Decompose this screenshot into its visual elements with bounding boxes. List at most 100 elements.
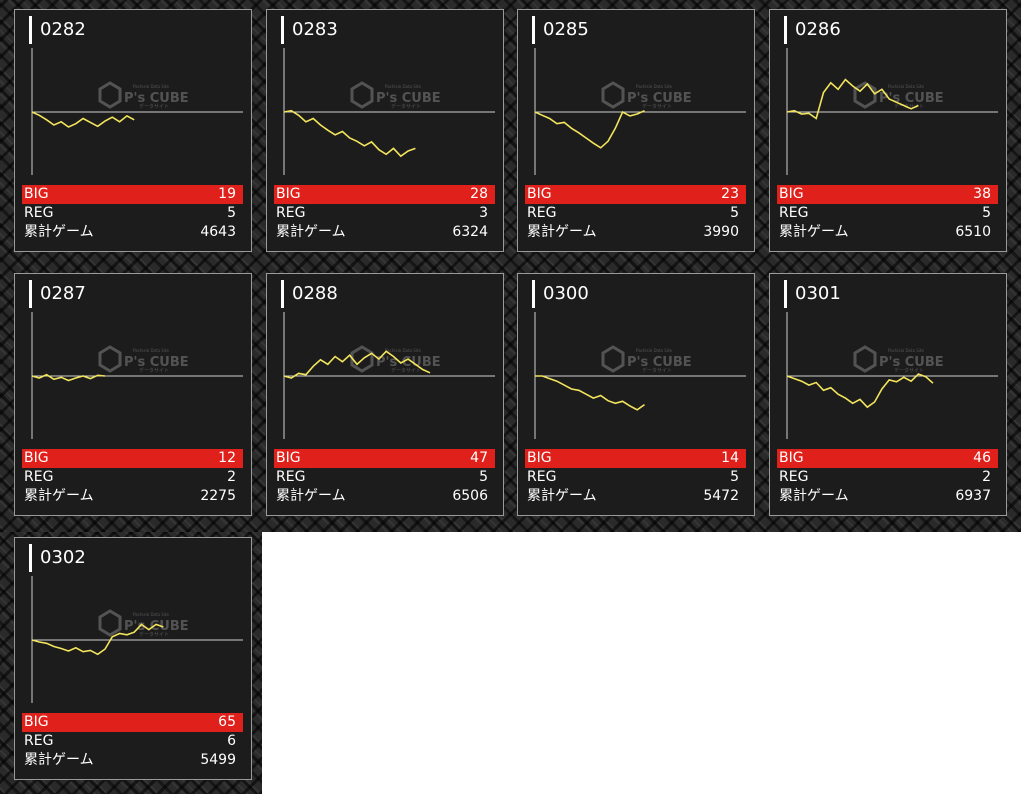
reg-count: 5	[730, 469, 739, 485]
cube-logo-icon	[601, 345, 625, 373]
machine-number: 0300	[532, 280, 589, 308]
machine-card[interactable]: 0285 P's CUBE Pachislo Data Site データサイト …	[517, 9, 755, 252]
total-games-label: 累計ゲーム	[527, 224, 597, 240]
total-games-label: 累計ゲーム	[24, 488, 94, 504]
stats-table: BIG 14 REG 5 累計ゲーム 5472	[525, 449, 746, 506]
reg-count: 6	[227, 733, 236, 749]
trend-chart: P's CUBE Pachislo Data Site データサイト	[534, 48, 746, 175]
big-row: BIG 65	[22, 713, 243, 732]
machine-card[interactable]: 0287 P's CUBE Pachislo Data Site データサイト …	[14, 273, 252, 516]
watermark-tagline: データサイト	[391, 103, 421, 110]
stats-table: BIG 12 REG 2 累計ゲーム 2275	[22, 449, 243, 506]
trend-line	[31, 623, 164, 656]
watermark-brand: P's CUBE	[879, 355, 944, 370]
stats-table: BIG 19 REG 5 累計ゲーム 4643	[22, 185, 243, 242]
big-row: BIG 14	[525, 449, 746, 468]
trend-chart: P's CUBE Pachislo Data Site データサイト	[786, 312, 998, 439]
reg-count: 5	[479, 469, 488, 485]
machine-number: 0285	[532, 16, 589, 44]
reg-label: REG	[276, 469, 306, 485]
reg-row: REG 3	[274, 204, 495, 223]
watermark-tagline: Pachislo Data Site	[133, 84, 169, 89]
total-games-label: 累計ゲーム	[527, 488, 597, 504]
trend-chart: P's CUBE Pachislo Data Site データサイト	[786, 48, 998, 175]
reg-label: REG	[24, 733, 54, 749]
machine-card[interactable]: 0288 P's CUBE Pachislo Data Site データサイト …	[266, 273, 504, 516]
total-games-count: 2275	[200, 488, 236, 504]
big-row: BIG 12	[22, 449, 243, 468]
watermark-brand: P's CUBE	[124, 355, 189, 370]
watermark-tagline: Pachislo Data Site	[133, 612, 169, 617]
machine-card[interactable]: 0286 P's CUBE Pachislo Data Site データサイト …	[769, 9, 1007, 252]
total-games-row: 累計ゲーム 6937	[777, 487, 998, 506]
cube-logo-icon	[98, 609, 122, 637]
machine-card[interactable]: 0302 P's CUBE Pachislo Data Site データサイト …	[14, 537, 252, 780]
trend-chart: P's CUBE Pachislo Data Site データサイト	[31, 576, 243, 703]
big-label: BIG	[779, 450, 804, 466]
big-count: 28	[470, 186, 488, 202]
reg-label: REG	[276, 205, 306, 221]
total-games-count: 5499	[200, 752, 236, 768]
big-count: 23	[721, 186, 739, 202]
reg-row: REG 5	[274, 468, 495, 487]
big-label: BIG	[24, 186, 49, 202]
big-count: 19	[218, 186, 236, 202]
reg-label: REG	[527, 469, 557, 485]
cube-logo-icon	[350, 81, 374, 109]
trend-line	[786, 373, 934, 409]
watermark-logo: P's CUBE Pachislo Data Site データサイト	[98, 345, 189, 374]
machine-number: 0302	[29, 544, 86, 572]
big-label: BIG	[276, 450, 301, 466]
watermark-logo: P's CUBE Pachislo Data Site データサイト	[98, 81, 189, 110]
watermark-brand: P's CUBE	[124, 91, 189, 106]
watermark-tagline: Pachislo Data Site	[888, 84, 924, 89]
reg-row: REG 5	[525, 468, 746, 487]
cube-logo-icon	[350, 345, 374, 373]
total-games-count: 6324	[452, 224, 488, 240]
watermark-brand: P's CUBE	[124, 619, 189, 634]
watermark-tagline: データサイト	[642, 367, 672, 374]
trend-line	[31, 111, 135, 128]
watermark-tagline: Pachislo Data Site	[636, 348, 672, 353]
big-row: BIG 47	[274, 449, 495, 468]
big-count: 14	[721, 450, 739, 466]
trend-line	[534, 109, 645, 149]
reg-label: REG	[779, 469, 809, 485]
reg-row: REG 6	[22, 732, 243, 751]
watermark-tagline: Pachislo Data Site	[133, 348, 169, 353]
reg-row: REG 2	[777, 468, 998, 487]
machine-card[interactable]: 0301 P's CUBE Pachislo Data Site データサイト …	[769, 273, 1007, 516]
big-count: 12	[218, 450, 236, 466]
machine-card[interactable]: 0282 P's CUBE Pachislo Data Site データサイト …	[14, 9, 252, 252]
watermark-tagline: Pachislo Data Site	[636, 84, 672, 89]
reg-count: 5	[730, 205, 739, 221]
watermark-logo: P's CUBE Pachislo Data Site データサイト	[853, 81, 944, 110]
total-games-row: 累計ゲーム 6506	[274, 487, 495, 506]
stats-table: BIG 46 REG 2 累計ゲーム 6937	[777, 449, 998, 506]
stats-table: BIG 38 REG 5 累計ゲーム 6510	[777, 185, 998, 242]
total-games-count: 3990	[703, 224, 739, 240]
watermark-logo: P's CUBE Pachislo Data Site データサイト	[350, 81, 441, 110]
machine-card[interactable]: 0283 P's CUBE Pachislo Data Site データサイト …	[266, 9, 504, 252]
trend-line	[535, 375, 645, 411]
total-games-count: 4643	[200, 224, 236, 240]
trend-chart: P's CUBE Pachislo Data Site データサイト	[31, 312, 243, 439]
reg-row: REG 5	[22, 204, 243, 223]
big-row: BIG 19	[22, 185, 243, 204]
stats-table: BIG 28 REG 3 累計ゲーム 6324	[274, 185, 495, 242]
big-row: BIG 28	[274, 185, 495, 204]
big-count: 65	[218, 714, 236, 730]
watermark-tagline: Pachislo Data Site	[888, 348, 924, 353]
reg-count: 2	[982, 469, 991, 485]
watermark-tagline: データサイト	[642, 103, 672, 110]
reg-count: 3	[479, 205, 488, 221]
watermark-tagline: データサイト	[139, 631, 169, 638]
total-games-row: 累計ゲーム 6510	[777, 223, 998, 242]
total-games-count: 6937	[955, 488, 991, 504]
machine-number: 0282	[29, 16, 86, 44]
total-games-count: 6510	[955, 224, 991, 240]
big-label: BIG	[527, 450, 552, 466]
machine-card[interactable]: 0300 P's CUBE Pachislo Data Site データサイト …	[517, 273, 755, 516]
cube-logo-icon	[853, 81, 877, 109]
watermark-tagline: Pachislo Data Site	[385, 84, 421, 89]
